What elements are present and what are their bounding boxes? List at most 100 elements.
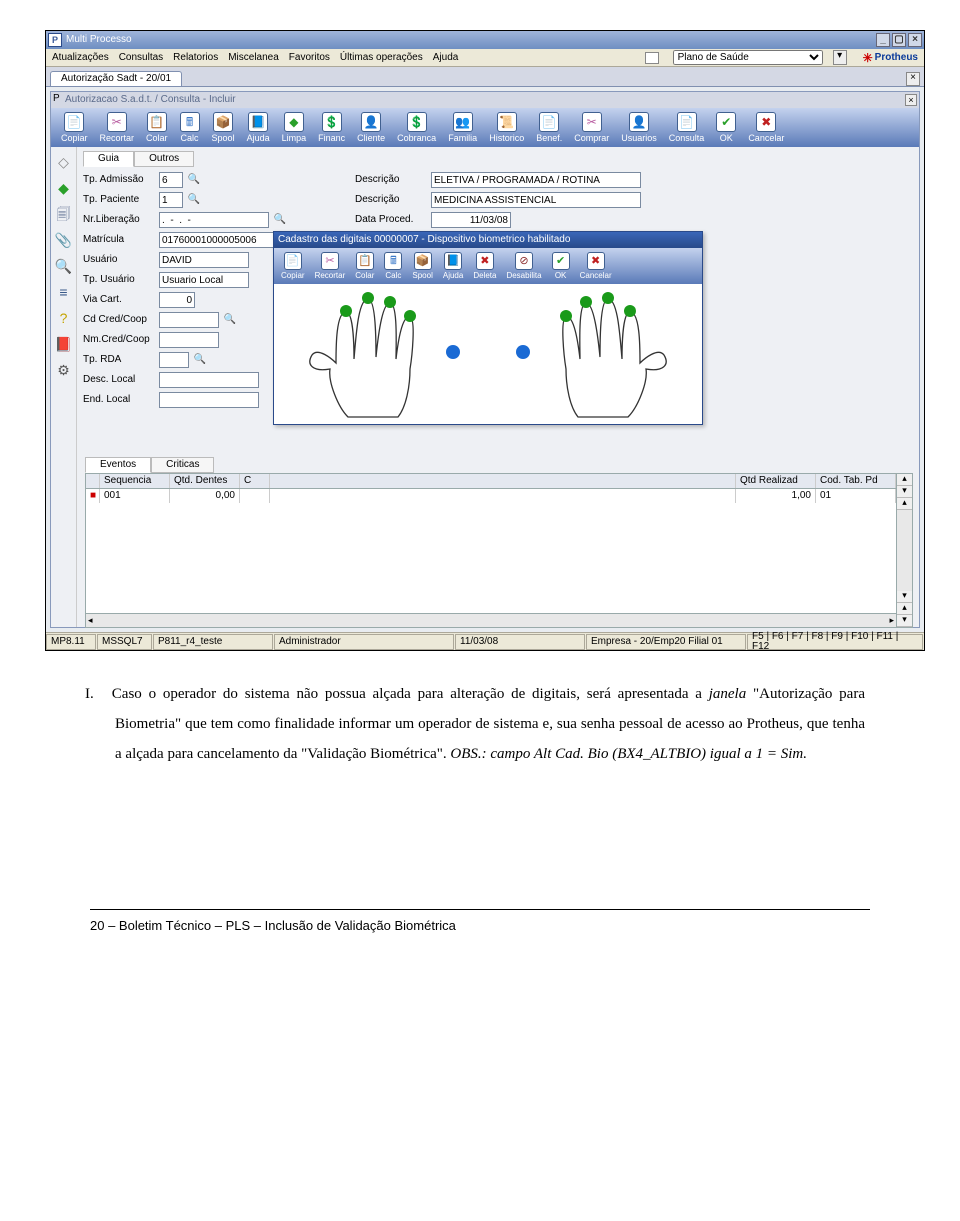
- toolbar-label: OK: [555, 272, 567, 280]
- desc-local-input[interactable]: [159, 372, 259, 388]
- menu-item[interactable]: Últimas operações: [340, 53, 423, 63]
- col-header: Sequencia: [100, 474, 170, 488]
- bio-toolbar-ajuda[interactable]: 📘Ajuda: [438, 250, 468, 282]
- dropdown-icon[interactable]: ▾: [833, 50, 847, 65]
- menu-item[interactable]: Consultas: [119, 53, 163, 63]
- v-scrollbar[interactable]: ▴▾▴ ▾▴▾: [896, 474, 912, 627]
- nr-liberacao-input[interactable]: [159, 212, 269, 228]
- label: Data Proced.: [355, 215, 427, 225]
- bio-toolbar-colar[interactable]: 📋Colar: [350, 250, 379, 282]
- lookup-icon[interactable]: 🔍: [193, 353, 207, 367]
- toolbar-label: Colar: [146, 134, 168, 143]
- label: Descrição: [355, 175, 427, 185]
- lookup-icon[interactable]: 🔍: [187, 193, 201, 207]
- side-icon[interactable]: 📕: [55, 335, 73, 353]
- bio-toolbar-recortar[interactable]: ✂Recortar: [310, 250, 351, 282]
- toolbar-ok[interactable]: ✔OK: [710, 110, 742, 145]
- side-icon[interactable]: ◆: [55, 179, 73, 197]
- via-cart-input[interactable]: [159, 292, 195, 308]
- cell: 01: [816, 489, 896, 503]
- tp-admissao-input[interactable]: [159, 172, 183, 188]
- toolbar-limpa[interactable]: ◆Limpa: [276, 110, 313, 145]
- lookup-icon[interactable]: 🔍: [223, 313, 237, 327]
- tp-rda-input[interactable]: [159, 352, 189, 368]
- tp-usuario-input[interactable]: [159, 272, 249, 288]
- toolbar-cliente[interactable]: 👤Cliente: [351, 110, 391, 145]
- bio-toolbar-deleta[interactable]: ✖Deleta: [468, 250, 501, 282]
- menu-item[interactable]: Ajuda: [433, 53, 459, 63]
- minimize-button[interactable]: _: [876, 33, 890, 47]
- bio-toolbar-cancelar[interactable]: ✖Cancelar: [575, 250, 617, 282]
- label: Descrição: [355, 195, 427, 205]
- list-marker: I.: [85, 679, 105, 709]
- col-header: C: [240, 474, 270, 488]
- outer-titlebar: P Multi Processo _ ▢ ×: [46, 31, 924, 49]
- toolbar-label: Familia: [448, 134, 477, 143]
- message-icon[interactable]: [645, 52, 659, 64]
- toolbar-usuarios[interactable]: 👤Usuarios: [615, 110, 663, 145]
- side-icon[interactable]: ≡: [55, 283, 73, 301]
- sub-close-icon[interactable]: ×: [905, 94, 917, 106]
- toolbar-consulta[interactable]: 📄Consulta: [663, 110, 711, 145]
- cd-cred-input[interactable]: [159, 312, 219, 328]
- toolbar-icon: 📋: [356, 252, 374, 270]
- descricao2-input[interactable]: [431, 192, 641, 208]
- menu-item[interactable]: Miscelanea: [228, 53, 279, 63]
- h-scrollbar[interactable]: ◂▸: [86, 613, 896, 627]
- biometric-toolbar: 📄Copiar✂Recortar📋Colar🖩Calc📦Spool📘Ajuda✖…: [274, 248, 702, 284]
- side-icon[interactable]: ?: [55, 309, 73, 327]
- side-icon[interactable]: 📎: [55, 231, 73, 249]
- toolbar-calc[interactable]: 🖩Calc: [174, 110, 206, 145]
- menu-item[interactable]: Relatorios: [173, 53, 218, 63]
- bio-toolbar-calc[interactable]: 🖩Calc: [379, 250, 407, 282]
- toolbar-familia[interactable]: 👥Familia: [442, 110, 483, 145]
- toolbar-cancelar[interactable]: ✖Cancelar: [742, 110, 790, 145]
- toolbar-icon: 🖩: [180, 112, 200, 132]
- bio-toolbar-ok[interactable]: ✔OK: [547, 250, 575, 282]
- side-icon[interactable]: ⚙: [55, 361, 73, 379]
- usuario-input[interactable]: [159, 252, 249, 268]
- side-icon[interactable]: ◇: [55, 153, 73, 171]
- end-local-input[interactable]: [159, 392, 259, 408]
- menu-item[interactable]: Atualizações: [52, 53, 109, 63]
- close-button[interactable]: ×: [908, 33, 922, 47]
- context-select[interactable]: Plano de Saúde: [673, 50, 823, 65]
- toolbar-icon: ✖: [756, 112, 776, 132]
- tp-paciente-input[interactable]: [159, 192, 183, 208]
- toolbar-label: Comprar: [574, 134, 609, 143]
- table-row[interactable]: ■ 001 0,00 1,00 01: [86, 489, 896, 503]
- tab-guia[interactable]: Guia: [83, 151, 134, 167]
- tab-eventos[interactable]: Eventos: [85, 457, 151, 473]
- nm-cred-input[interactable]: [159, 332, 219, 348]
- lookup-icon[interactable]: 🔍: [273, 213, 287, 227]
- toolbar-historico[interactable]: 📜Historico: [483, 110, 530, 145]
- maximize-button[interactable]: ▢: [892, 33, 906, 47]
- tab-outros[interactable]: Outros: [134, 151, 194, 167]
- toolbar-label: Historico: [489, 134, 524, 143]
- footer-divider: [90, 909, 870, 910]
- matricula-input[interactable]: [159, 232, 275, 248]
- document-tab[interactable]: Autorização Sadt - 20/01: [50, 71, 182, 86]
- toolbar-cobranca[interactable]: 💲Cobranca: [391, 110, 442, 145]
- sub-app-icon: P: [53, 94, 65, 106]
- toolbar-spool[interactable]: 📦Spool: [206, 110, 241, 145]
- side-icon[interactable]: 🗐: [55, 205, 73, 223]
- side-icon[interactable]: 🔍: [55, 257, 73, 275]
- toolbar-comprar[interactable]: ✂Comprar: [568, 110, 615, 145]
- bio-toolbar-copiar[interactable]: 📄Copiar: [276, 250, 310, 282]
- toolbar-recortar[interactable]: ✂Recortar: [94, 110, 141, 145]
- lookup-icon[interactable]: 🔍: [187, 173, 201, 187]
- toolbar-ajuda[interactable]: 📘Ajuda: [241, 110, 276, 145]
- toolbar-benef.[interactable]: 📄Benef.: [530, 110, 568, 145]
- menu-item[interactable]: Favoritos: [289, 53, 330, 63]
- tab-close-icon[interactable]: ×: [906, 72, 920, 86]
- bio-toolbar-desabilita[interactable]: ⊘Desabilita: [501, 250, 546, 282]
- toolbar-copiar[interactable]: 📄Copiar: [55, 110, 94, 145]
- tab-criticas[interactable]: Criticas: [151, 457, 214, 473]
- toolbar-colar[interactable]: 📋Colar: [140, 110, 174, 145]
- bio-toolbar-spool[interactable]: 📦Spool: [407, 250, 437, 282]
- label: Tp. Admissão: [83, 175, 155, 185]
- data-proced-input[interactable]: [431, 212, 511, 228]
- toolbar-financ[interactable]: 💲Financ: [312, 110, 351, 145]
- descricao1-input[interactable]: [431, 172, 641, 188]
